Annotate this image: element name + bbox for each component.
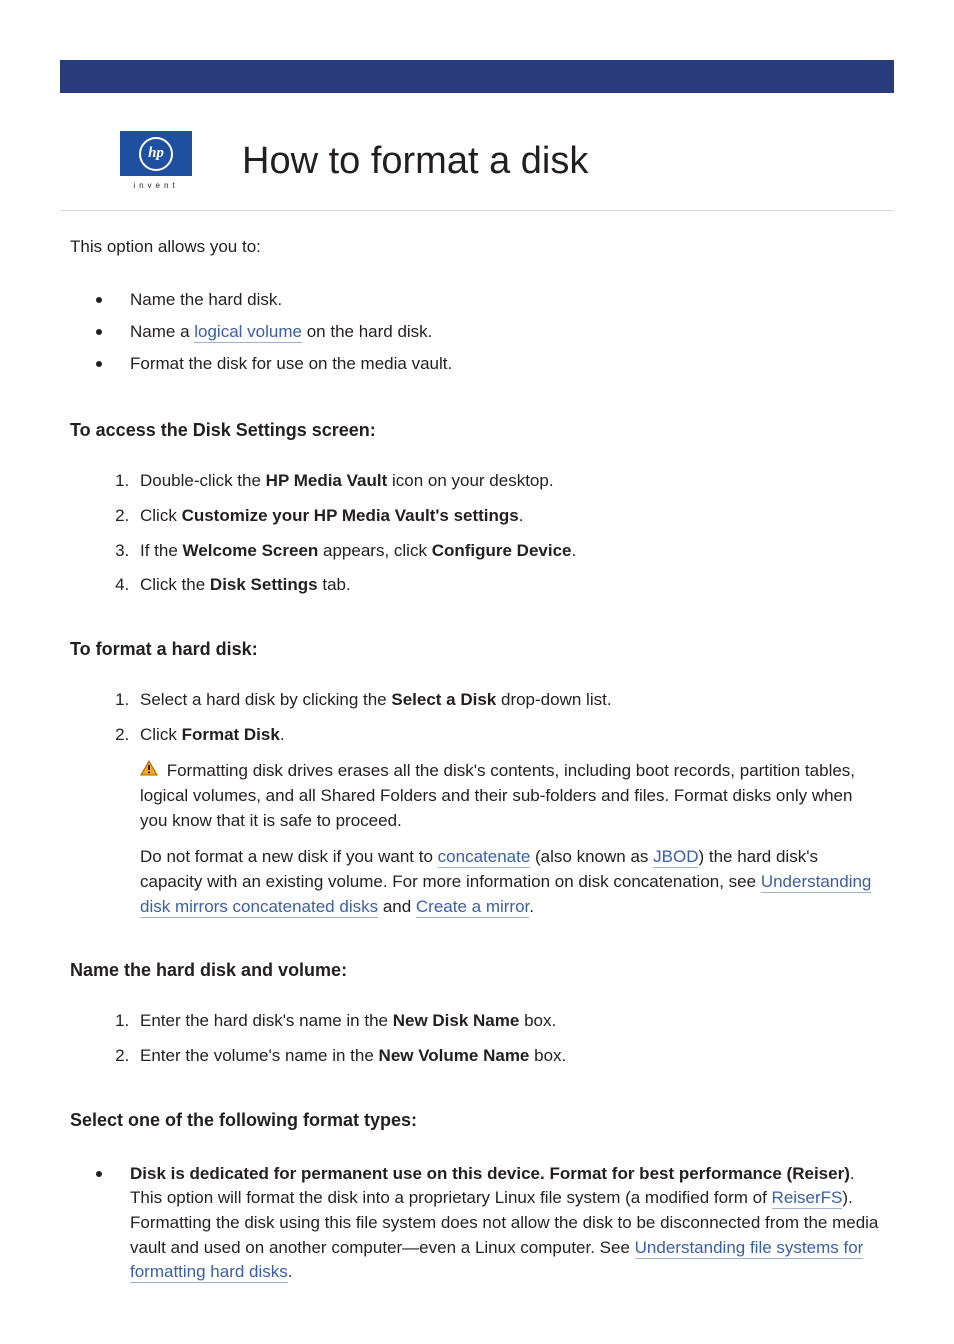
text: box. xyxy=(529,1046,566,1065)
text: tab. xyxy=(318,575,351,594)
text: Select a hard disk by clicking the xyxy=(140,690,391,709)
text: If the xyxy=(140,541,183,560)
text: appears, click xyxy=(318,541,431,560)
page-header: hp invent How to format a disk xyxy=(60,93,894,211)
reiserfs-link[interactable]: ReiserFS xyxy=(772,1188,843,1209)
list-item: Name a logical volume on the hard disk. xyxy=(110,320,884,345)
list-item: Enter the hard disk's name in the New Di… xyxy=(134,1009,884,1034)
list-item: Select a hard disk by clicking the Selec… xyxy=(134,688,884,713)
bold-text: Disk Settings xyxy=(210,575,318,594)
bold-text: Configure Device xyxy=(432,541,572,560)
concatenate-link[interactable]: concatenate xyxy=(438,847,531,868)
bold-text: Welcome Screen xyxy=(183,541,319,560)
bold-text: Select a Disk xyxy=(391,690,496,709)
access-steps: Double-click the HP Media Vault icon on … xyxy=(70,453,884,614)
hp-logo-monogram: hp xyxy=(139,137,173,171)
warning-paragraph: Formatting disk drives erases all the di… xyxy=(140,759,884,833)
logical-volume-link[interactable]: logical volume xyxy=(194,322,302,343)
top-bar xyxy=(60,60,894,93)
page-title: How to format a disk xyxy=(242,134,588,189)
text: icon on your desktop. xyxy=(387,471,553,490)
list-item: If the Welcome Screen appears, click Con… xyxy=(134,539,884,564)
text: drop-down list. xyxy=(496,690,611,709)
bold-text: HP Media Vault xyxy=(266,471,388,490)
text: and xyxy=(378,897,416,916)
document-body: This option allows you to: Name the hard… xyxy=(0,211,954,1344)
text: Do not format a new disk if you want to xyxy=(140,847,438,866)
intro-bullet-list: Name the hard disk. Name a logical volum… xyxy=(70,269,884,395)
bold-text: Disk is dedicated for permanent use on t… xyxy=(130,1164,850,1183)
text: Click the xyxy=(140,575,210,594)
list-item: Format the disk for use on the media vau… xyxy=(110,352,884,377)
text: Click xyxy=(140,725,182,744)
text: Enter the volume's name in the xyxy=(140,1046,379,1065)
text: . xyxy=(572,541,577,560)
section-heading-access: To access the Disk Settings screen: xyxy=(70,417,884,443)
hp-logo-box: hp xyxy=(120,131,192,176)
section-heading-types: Select one of the following format types… xyxy=(70,1107,884,1133)
format-steps: Select a hard disk by clicking the Selec… xyxy=(70,672,884,935)
text: Name a xyxy=(130,322,194,341)
list-item: Click Format Disk. Formatting disk drive… xyxy=(134,723,884,920)
name-steps: Enter the hard disk's name in the New Di… xyxy=(70,993,884,1084)
section-heading-format: To format a hard disk: xyxy=(70,636,884,662)
bold-text: Customize your HP Media Vault's settings xyxy=(182,506,519,525)
list-item: Click the Disk Settings tab. xyxy=(134,573,884,598)
bold-text: New Volume Name xyxy=(379,1046,530,1065)
warning-text: Formatting disk drives erases all the di… xyxy=(140,761,855,829)
text: Enter the hard disk's name in the xyxy=(140,1011,393,1030)
paragraph: Do not format a new disk if you want to … xyxy=(140,845,884,919)
hp-logo: hp invent xyxy=(120,131,192,192)
text: on the hard disk. xyxy=(302,322,432,341)
text: . xyxy=(519,506,524,525)
text: . xyxy=(288,1262,293,1281)
list-item: Disk is dedicated for permanent use on t… xyxy=(110,1162,884,1285)
list-item: Name the hard disk. xyxy=(110,288,884,313)
text: Click xyxy=(140,506,182,525)
bold-text: New Disk Name xyxy=(393,1011,520,1030)
hp-logo-subtext: invent xyxy=(120,180,192,192)
intro-text: This option allows you to: xyxy=(70,235,884,260)
jbod-link[interactable]: JBOD xyxy=(653,847,698,868)
text: box. xyxy=(519,1011,556,1030)
text: . xyxy=(529,897,534,916)
text: (also known as xyxy=(530,847,653,866)
list-item: Double-click the HP Media Vault icon on … xyxy=(134,469,884,494)
text: . xyxy=(280,725,285,744)
format-types-list: Disk is dedicated for permanent use on t… xyxy=(70,1143,884,1304)
text: Double-click the xyxy=(140,471,266,490)
list-item: Enter the volume's name in the New Volum… xyxy=(134,1044,884,1069)
list-item: Click Customize your HP Media Vault's se… xyxy=(134,504,884,529)
create-mirror-link[interactable]: Create a mirror xyxy=(416,897,529,918)
bold-text: Format Disk xyxy=(182,725,280,744)
warning-icon xyxy=(140,759,158,784)
section-heading-name: Name the hard disk and volume: xyxy=(70,957,884,983)
